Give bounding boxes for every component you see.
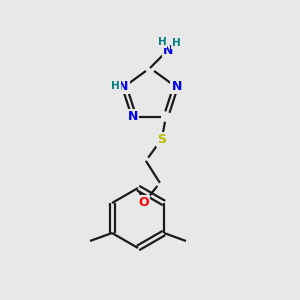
Text: N: N <box>128 110 138 123</box>
Text: N: N <box>172 80 182 93</box>
Text: S: S <box>158 133 166 146</box>
Text: H: H <box>172 38 180 48</box>
Text: N: N <box>163 44 173 56</box>
Text: O: O <box>139 196 149 209</box>
Text: H: H <box>111 81 120 91</box>
Text: N: N <box>118 80 128 93</box>
Text: H: H <box>158 37 166 47</box>
